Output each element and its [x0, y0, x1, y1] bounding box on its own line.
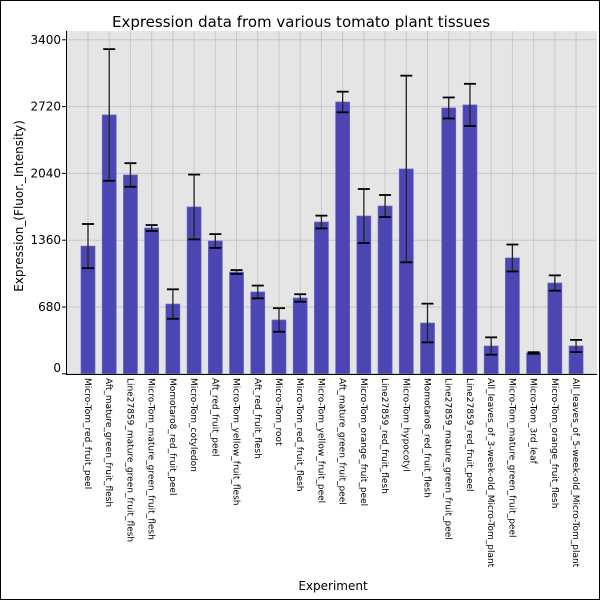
x-tick-label: Micro-Tom_red_fruit_flesh — [294, 378, 304, 492]
x-tick-label: Line27859_mature_green_fruit_peel — [443, 378, 453, 540]
y-tick-label: 1360 — [30, 233, 61, 247]
bar — [377, 205, 393, 375]
bar — [250, 291, 266, 375]
y-axis-label: Expression_(Fluor._Intensity) — [12, 120, 26, 292]
y-tick-label: 0 — [53, 361, 61, 375]
x-tick-label: Micro-Tom_mature_green_fruit_flesh — [146, 378, 156, 540]
x-tick-label: Micro-Tom_red_fruit_peel — [82, 378, 92, 489]
bar — [229, 271, 244, 375]
bar — [144, 227, 160, 375]
bar — [123, 174, 138, 375]
bar — [335, 101, 350, 375]
x-tick-label: Line27859_red_fruit_peel — [464, 378, 474, 492]
y-tick-label: 3400 — [30, 33, 61, 47]
y-tick-label: 2040 — [30, 166, 61, 180]
x-tick-label: Micro-Tom_orange_fruit_flesh — [549, 378, 559, 508]
x-tick-label: All_leaves_of_3-week-old_Micro-Tom_plant — [485, 378, 495, 568]
x-tick-label: Aft_red_fruit_flesh — [252, 378, 262, 459]
x-axis-label: Experiment — [298, 579, 368, 593]
x-tick-label: Micro-Tom_yellow_fruit_peel — [315, 378, 325, 503]
bar — [505, 257, 520, 375]
error-bars — [82, 48, 583, 356]
x-tick-label: Micro-Tom_3rd_leaf — [528, 378, 538, 465]
x-tick-label: Aft_mature_green_fruit_peel — [337, 378, 347, 505]
x-tick-label: Micro-Tom_hypocotyl — [400, 378, 410, 472]
bar — [547, 282, 563, 375]
bar — [441, 107, 457, 375]
x-tick-label: Micro-Tom_yellow_fruit_flesh — [231, 378, 241, 506]
x-tick-label: Momotaro8_red_fruit_flesh — [422, 378, 432, 498]
bar — [462, 104, 478, 375]
x-axis-ticks: Micro-Tom_red_fruit_peel Aft_mature_green… — [82, 378, 580, 568]
x-tick-label: Aft_red_fruit_peel — [209, 378, 219, 457]
x-tick-label: Momotaro8_red_fruit_peel — [167, 378, 177, 495]
x-tick-label: All_leaves_of_5-week-old_Micro-Tom_plant — [570, 378, 580, 568]
bar — [207, 240, 223, 375]
y-tick-label: 680 — [38, 300, 61, 314]
bar — [292, 297, 308, 375]
chart-title: Expression data from various tomato plan… — [112, 13, 490, 31]
x-tick-label: Line27859_red_fruit_flesh — [379, 378, 389, 494]
x-tick-label: Micro-Tom_orange_fruit_peel — [358, 378, 368, 506]
bar — [526, 352, 541, 375]
x-tick-label: Micro-Tom_root — [273, 378, 283, 446]
x-tick-label: Aft_mature_green_fruit_flesh — [103, 378, 113, 507]
y-axis-ticks: 0 680 1360 2040 2720 3400 — [30, 33, 67, 375]
y-tick-label: 2720 — [30, 100, 61, 114]
x-tick-label: Line27859_mature_green_fruit_flesh — [124, 378, 134, 542]
bar — [314, 221, 329, 375]
x-tick-label: Micro-Tom_cotyledon — [188, 378, 198, 472]
x-tick-label: Micro-Tom_mature_green_fruit_peel — [506, 378, 516, 538]
